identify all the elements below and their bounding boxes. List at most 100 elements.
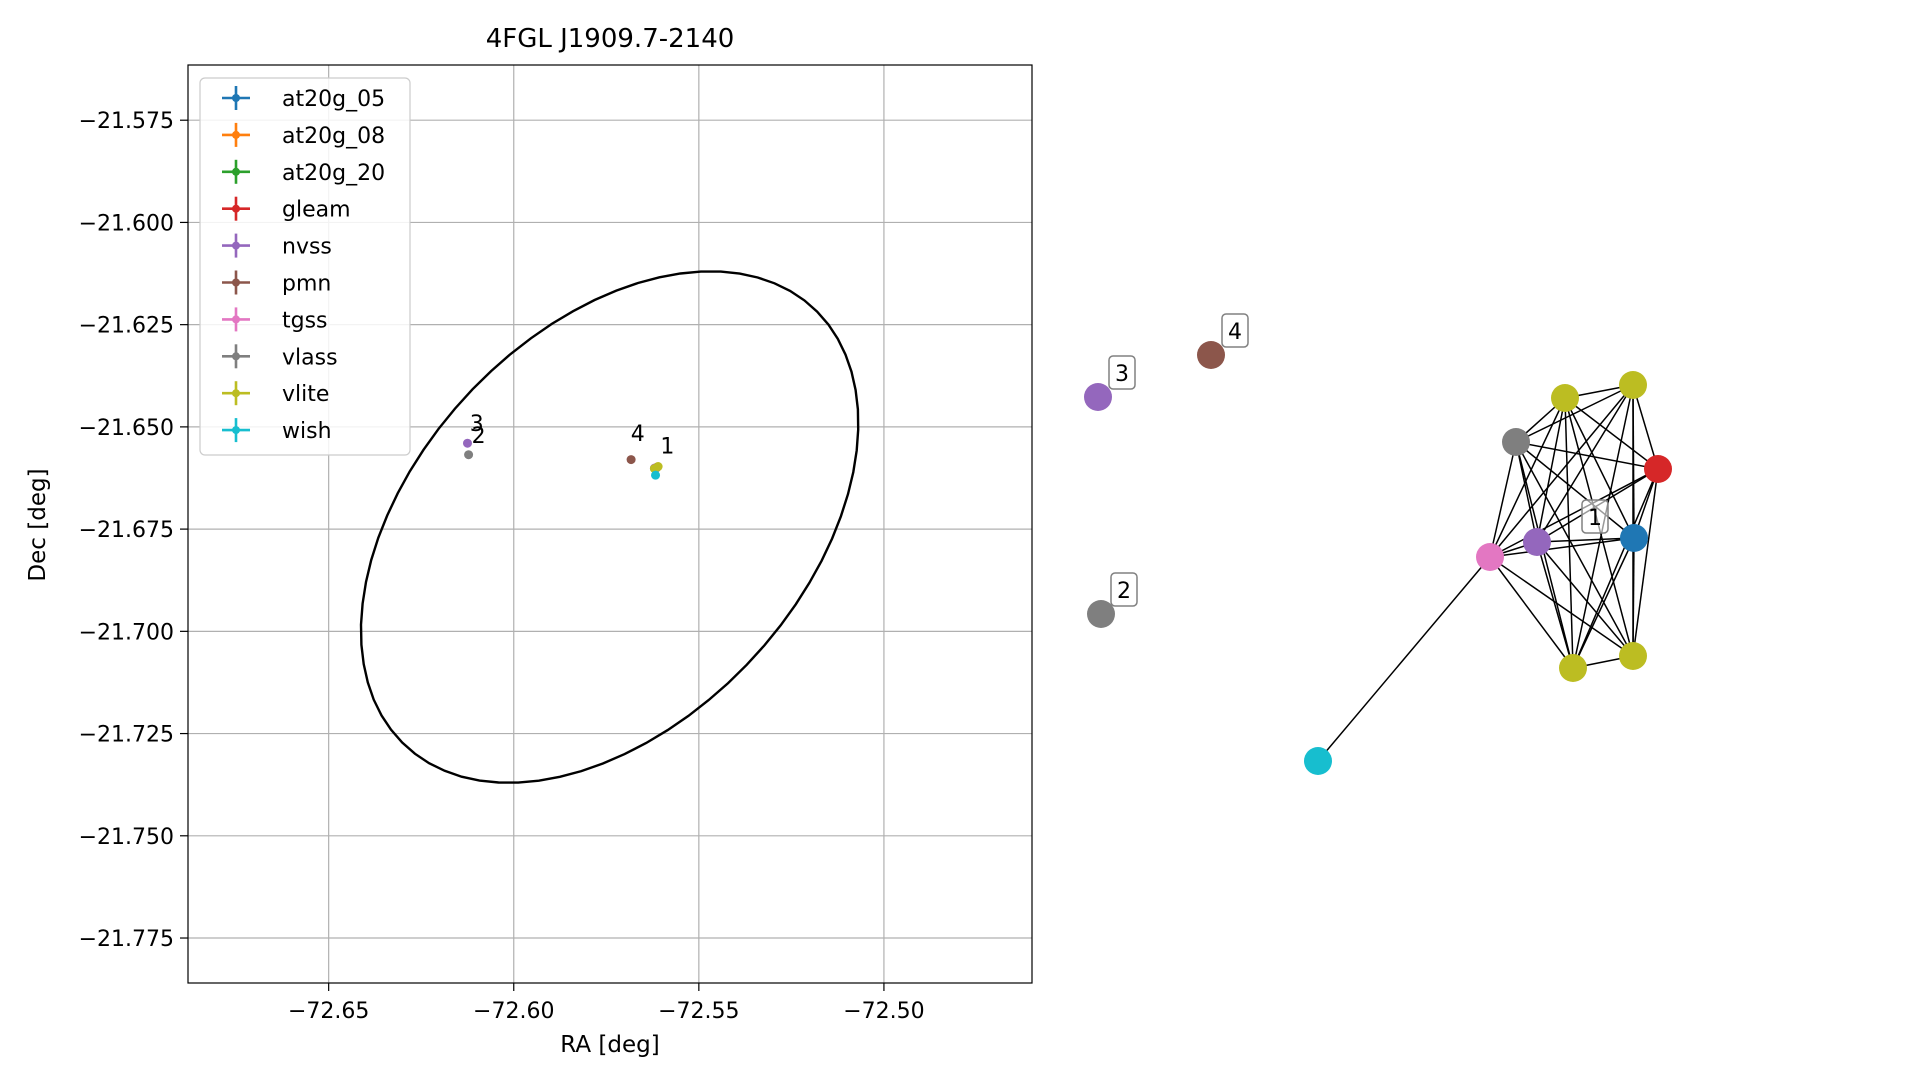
point-label: 3 [470, 412, 484, 437]
network-label: 2 [1110, 572, 1138, 607]
y-axis-ticks: −21.575 −21.600 −21.625 −21.650 −21.675 −21.7… [79, 109, 188, 952]
legend-marker-dot [232, 204, 240, 213]
legend-item-at20g_05: at20g_05 [222, 86, 385, 112]
network-edge [1515, 441, 1659, 470]
network-edge [1489, 556, 1574, 669]
network-graph: 1 2 3 4 [1084, 313, 1672, 775]
legend-label: vlass [282, 345, 338, 370]
network-node [1620, 524, 1648, 552]
network-edge [1489, 537, 1635, 558]
network-edge [1317, 556, 1491, 762]
network-node [1559, 654, 1587, 682]
network-edge [1564, 397, 1659, 470]
legend-item-pmn: pmn [222, 270, 331, 297]
network-node [1523, 528, 1551, 556]
network-edge [1572, 537, 1635, 669]
legend-marker-dot [232, 426, 240, 435]
point-pmn [626, 455, 636, 465]
point-label: 2 [472, 424, 486, 449]
legend-label: at20g_08 [282, 124, 385, 149]
network-edge [1515, 441, 1634, 657]
legend-marker-dot [232, 389, 240, 398]
legend-label: nvss [282, 235, 332, 260]
network-edge [1489, 384, 1634, 558]
y-axis-label: Dec [deg] [25, 468, 51, 581]
network-node [1197, 341, 1225, 369]
network-edge [1515, 384, 1634, 443]
x-tick-label: −72.60 [473, 999, 554, 1024]
y-tick-label: −21.575 [79, 109, 174, 134]
y-tick-label: −21.750 [79, 825, 174, 850]
legend-label: at20g_20 [282, 161, 385, 186]
network-edge [1536, 537, 1635, 543]
legend-item-nvss: nvss [222, 233, 332, 260]
legend-item-gleam: gleam [222, 196, 351, 223]
network-node [1304, 747, 1332, 775]
x-axis-ticks: −72.65 −72.60 −72.55 −72.50 [288, 983, 925, 1024]
network-nodes [1084, 341, 1672, 775]
scatter-chart: 123 4 −72.65 −72.60 −72.55 −72.50 −21.575−21… [25, 24, 1033, 1058]
legend-marker-dot [232, 278, 240, 287]
legend-label: tgss [282, 308, 328, 333]
network-edge [1536, 541, 1634, 657]
legend-marker-dot [232, 167, 240, 176]
point-vlass [464, 450, 474, 460]
network-node [1087, 600, 1115, 628]
network-label: 1 [1581, 499, 1609, 534]
network-node [1619, 371, 1647, 399]
legend-item-vlite: vlite [222, 381, 329, 407]
legend-label: gleam [282, 198, 351, 223]
legend-marker-dot [232, 241, 240, 250]
legend-label: wish [282, 419, 332, 444]
x-tick-label: −72.55 [658, 999, 739, 1024]
legend-item-vlass: vlass [222, 344, 338, 370]
network-edge [1489, 468, 1659, 558]
y-tick-label: −21.700 [79, 620, 174, 645]
network-edge [1564, 397, 1574, 669]
network-edge [1564, 397, 1635, 539]
y-tick-label: −21.725 [79, 723, 174, 748]
point-label: 1 [660, 434, 674, 459]
network-label-box [1221, 313, 1249, 348]
legend-item-wish: wish [222, 418, 332, 444]
data-points [462, 438, 663, 480]
network-node [1644, 455, 1672, 483]
network-label-box [1108, 355, 1136, 390]
legend-marker-dot [232, 315, 240, 324]
legend-label: pmn [282, 272, 331, 297]
network-label-text: 4 [1228, 320, 1242, 345]
x-tick-label: −72.65 [288, 999, 369, 1024]
network-edge [1489, 441, 1517, 558]
legend-marker-dot [232, 94, 240, 102]
network-label-text: 1 [1588, 506, 1602, 531]
network-edge [1515, 441, 1574, 669]
legend-marker-dot [232, 352, 240, 361]
y-tick-label: −21.650 [79, 416, 174, 441]
legend-label: at20g_05 [282, 87, 385, 112]
network-edge [1489, 556, 1634, 657]
legend-item-at20g_20: at20g_20 [222, 159, 385, 186]
legend-box [199, 77, 411, 456]
x-tick-label: −72.50 [843, 999, 924, 1024]
network-edges [1317, 384, 1659, 762]
chart-title: 4FGL J1909.7-2140 [486, 24, 735, 54]
network-node [1502, 428, 1530, 456]
y-tick-label: −21.600 [79, 211, 174, 236]
network-edge [1632, 468, 1659, 657]
network-label: 3 [1108, 355, 1136, 390]
legend-item-at20g_08: at20g_08 [222, 122, 385, 149]
uncertainty-ellipse [359, 270, 860, 784]
network-label-box [1110, 572, 1138, 607]
network-edge [1536, 384, 1634, 543]
network-node [1084, 383, 1112, 411]
network-label-text: 3 [1115, 362, 1129, 387]
network-node [1551, 384, 1579, 412]
network-edge [1536, 541, 1574, 669]
network-label: 4 [1221, 313, 1249, 348]
y-tick-label: −21.625 [79, 314, 174, 339]
network-node [1476, 543, 1504, 571]
point-label: 4 [631, 422, 645, 447]
plot-frame [187, 64, 1033, 984]
y-tick-label: −21.675 [79, 518, 174, 543]
